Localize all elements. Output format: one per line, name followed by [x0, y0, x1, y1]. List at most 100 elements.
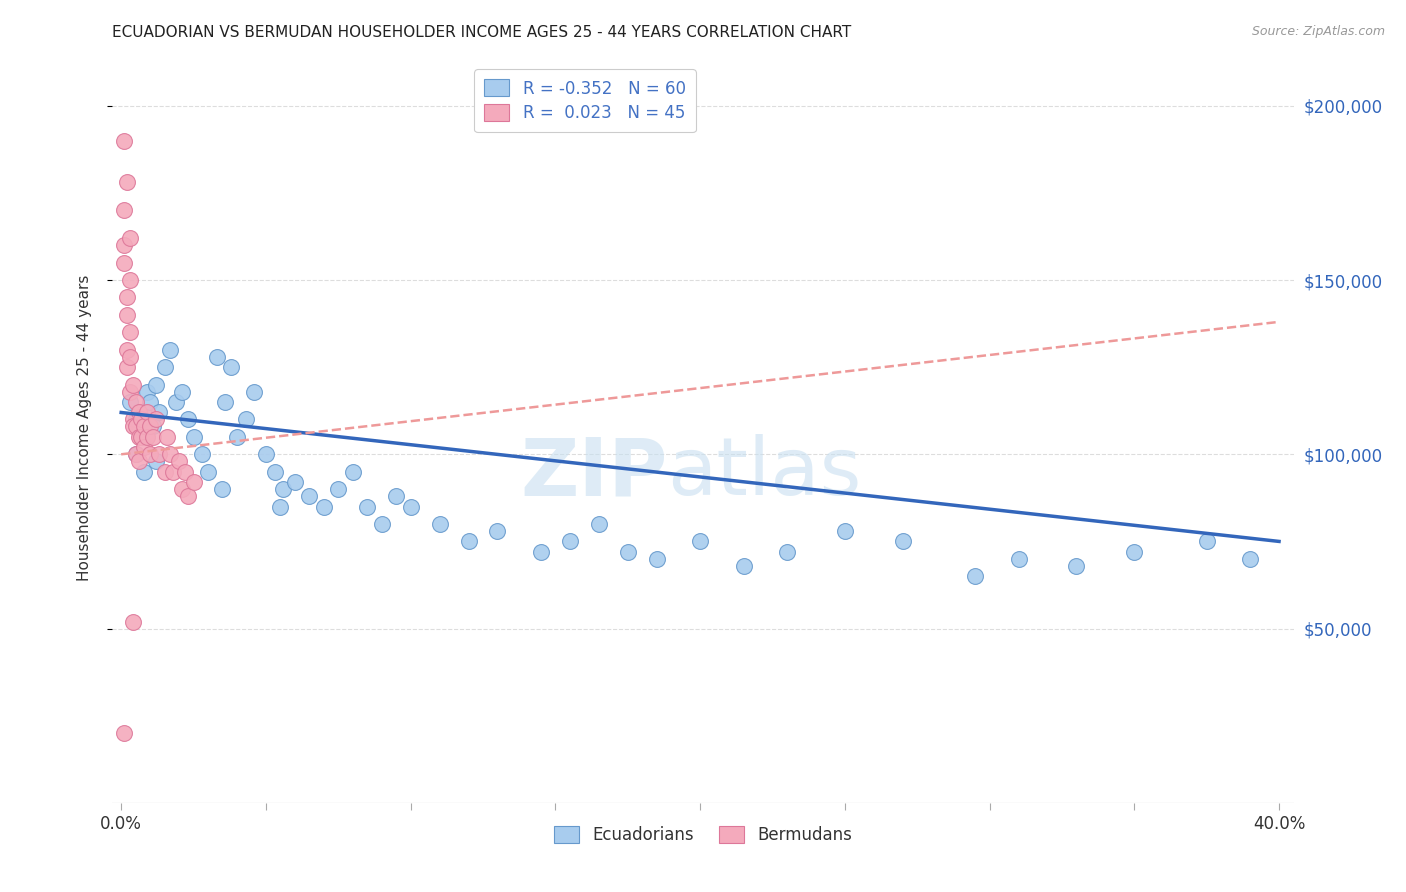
- Point: [139, 395, 162, 409]
- Point: [191, 447, 214, 461]
- Point: [342, 465, 364, 479]
- Point: [263, 465, 285, 479]
- Text: atlas: atlas: [668, 434, 862, 512]
- Point: [558, 534, 581, 549]
- Point: [177, 489, 200, 503]
- Point: [159, 447, 181, 461]
- Point: [429, 516, 451, 531]
- Point: [134, 419, 156, 434]
- Point: [145, 412, 167, 426]
- Point: [312, 500, 335, 514]
- Point: [118, 395, 141, 409]
- Point: [128, 405, 150, 419]
- Point: [689, 534, 711, 549]
- Point: [136, 405, 159, 419]
- Point: [165, 395, 187, 409]
- Y-axis label: Householder Income Ages 25 - 44 years: Householder Income Ages 25 - 44 years: [77, 275, 91, 582]
- Point: [328, 482, 350, 496]
- Point: [173, 465, 195, 479]
- Point: [118, 384, 141, 399]
- Point: [118, 273, 141, 287]
- Point: [965, 569, 987, 583]
- Point: [205, 350, 228, 364]
- Point: [834, 524, 856, 538]
- Point: [170, 482, 193, 496]
- Point: [115, 343, 138, 357]
- Point: [131, 430, 153, 444]
- Point: [385, 489, 408, 503]
- Point: [118, 231, 141, 245]
- Point: [148, 405, 170, 419]
- Point: [134, 440, 156, 454]
- Point: [112, 134, 135, 148]
- Point: [134, 405, 156, 419]
- Point: [183, 475, 205, 490]
- Point: [1123, 545, 1146, 559]
- Point: [118, 326, 141, 340]
- Point: [298, 489, 321, 503]
- Point: [776, 545, 799, 559]
- Point: [271, 482, 294, 496]
- Point: [183, 430, 205, 444]
- Point: [269, 500, 291, 514]
- Point: [891, 534, 914, 549]
- Point: [254, 447, 277, 461]
- Point: [162, 465, 184, 479]
- Point: [1007, 552, 1029, 566]
- Point: [645, 552, 668, 566]
- Point: [211, 482, 233, 496]
- Point: [112, 255, 135, 269]
- Point: [733, 558, 755, 573]
- Point: [530, 545, 553, 559]
- Point: [235, 412, 257, 426]
- Point: [214, 395, 236, 409]
- Point: [115, 360, 138, 375]
- Point: [226, 430, 249, 444]
- Text: ZIP: ZIP: [520, 434, 668, 512]
- Point: [399, 500, 422, 514]
- Point: [167, 454, 190, 468]
- Legend: Ecuadorians, Bermudans: Ecuadorians, Bermudans: [547, 819, 859, 851]
- Point: [124, 447, 146, 461]
- Point: [170, 384, 193, 399]
- Point: [145, 377, 167, 392]
- Text: Source: ZipAtlas.com: Source: ZipAtlas.com: [1251, 25, 1385, 38]
- Point: [121, 377, 143, 392]
- Point: [118, 350, 141, 364]
- Point: [148, 447, 170, 461]
- Point: [588, 516, 610, 531]
- Point: [112, 203, 135, 218]
- Point: [115, 308, 138, 322]
- Point: [124, 395, 146, 409]
- Point: [121, 412, 143, 426]
- Point: [139, 447, 162, 461]
- Point: [131, 412, 153, 426]
- Point: [1239, 552, 1261, 566]
- Point: [457, 534, 479, 549]
- Point: [284, 475, 307, 490]
- Point: [136, 430, 159, 444]
- Point: [370, 516, 392, 531]
- Point: [112, 726, 135, 740]
- Point: [159, 343, 181, 357]
- Point: [1066, 558, 1088, 573]
- Point: [486, 524, 509, 538]
- Point: [219, 360, 242, 375]
- Point: [139, 419, 162, 434]
- Point: [128, 419, 150, 434]
- Point: [124, 447, 146, 461]
- Point: [115, 290, 138, 304]
- Point: [616, 545, 638, 559]
- Point: [1195, 534, 1218, 549]
- Point: [124, 412, 146, 426]
- Point: [112, 238, 135, 252]
- Point: [177, 412, 200, 426]
- Point: [121, 615, 143, 629]
- Point: [142, 419, 165, 434]
- Text: ECUADORIAN VS BERMUDAN HOUSEHOLDER INCOME AGES 25 - 44 YEARS CORRELATION CHART: ECUADORIAN VS BERMUDAN HOUSEHOLDER INCOM…: [112, 25, 852, 40]
- Point: [153, 465, 176, 479]
- Point: [136, 384, 159, 399]
- Point: [153, 360, 176, 375]
- Point: [128, 430, 150, 444]
- Point: [356, 500, 378, 514]
